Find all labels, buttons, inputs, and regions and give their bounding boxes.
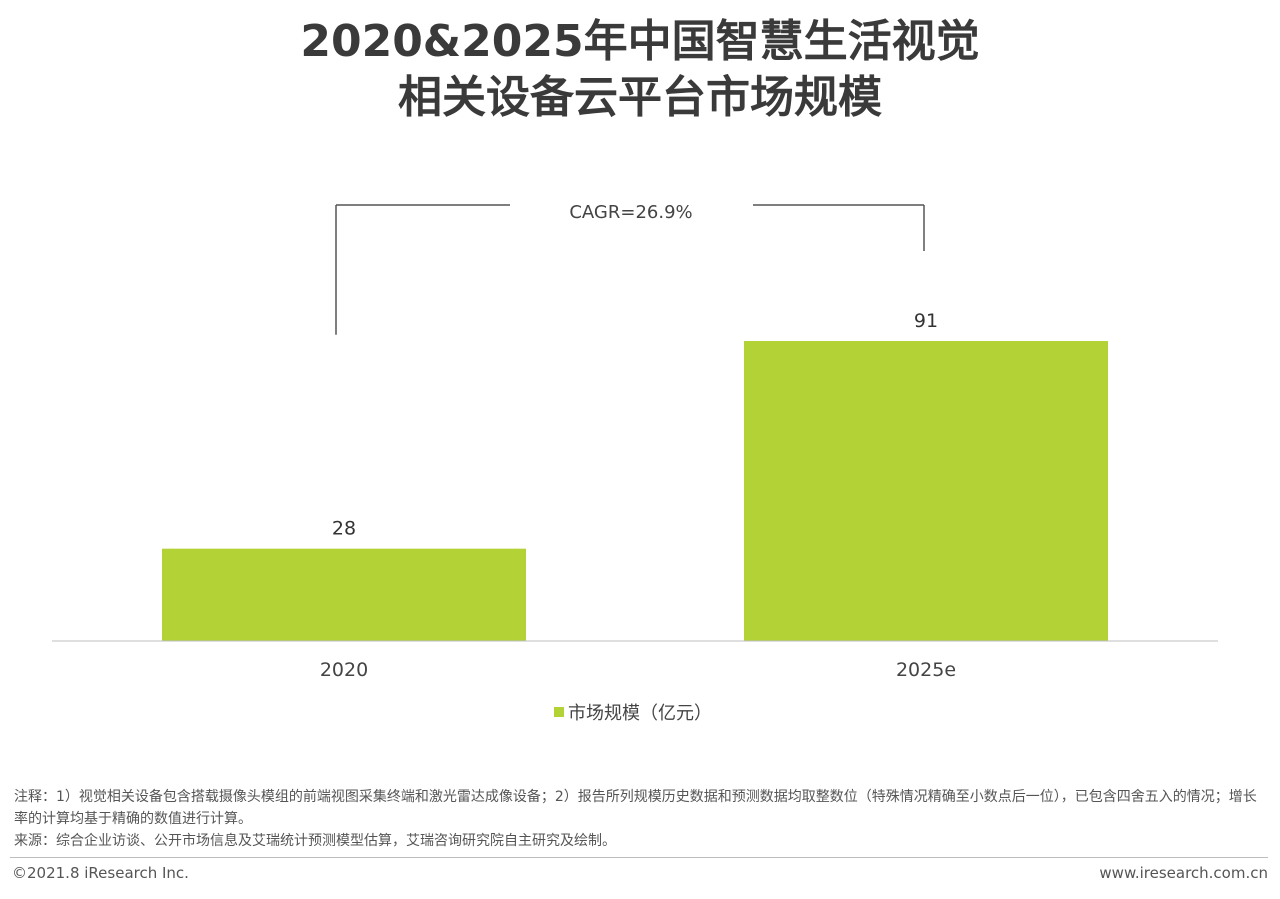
bar-2020 xyxy=(162,548,526,641)
bars-group: 28 91 xyxy=(162,310,1108,641)
footnote-text: 注释：1）视觉相关设备包含搭载摄像头模组的前端视图采集终端和激光雷达成像设备；2… xyxy=(14,789,1257,827)
chart-title: 2020&2025年中国智慧生活视觉 相关设备云平台市场规模 xyxy=(0,14,1280,126)
cagr-annotation: CAGR=26.9% xyxy=(569,202,692,223)
legend-label: 市场规模（亿元） xyxy=(568,703,712,724)
footnotes: 注释：1）视觉相关设备包含搭载摄像头模组的前端视图采集终端和激光雷达成像设备；2… xyxy=(14,786,1264,852)
footer-divider xyxy=(10,857,1268,858)
cagr-bracket xyxy=(335,204,925,335)
chart-title-line-2: 相关设备云平台市场规模 xyxy=(398,72,882,123)
data-label-2020: 28 xyxy=(332,518,356,540)
legend-swatch xyxy=(554,707,564,717)
x-tick-labels: 2020 2025e xyxy=(320,659,956,681)
x-tick-2020: 2020 xyxy=(320,659,368,681)
website-url: www.iresearch.com.cn xyxy=(1099,864,1268,882)
bar-chart: CAGR=26.9% 28 91 2020 2025e 市场规模（亿元） xyxy=(52,202,1218,724)
copyright: ©2021.8 iResearch Inc. xyxy=(12,864,189,882)
bar-2025e xyxy=(744,341,1108,641)
legend: 市场规模（亿元） xyxy=(554,703,712,724)
chart-title-line-1: 2020&2025年中国智慧生活视觉 xyxy=(300,16,980,67)
x-tick-2025e: 2025e xyxy=(896,659,956,681)
source-text: 来源：综合企业访谈、公开市场信息及艾瑞统计预测模型估算，艾瑞咨询研究院自主研究及… xyxy=(14,833,616,849)
data-label-2025e: 91 xyxy=(914,310,938,332)
